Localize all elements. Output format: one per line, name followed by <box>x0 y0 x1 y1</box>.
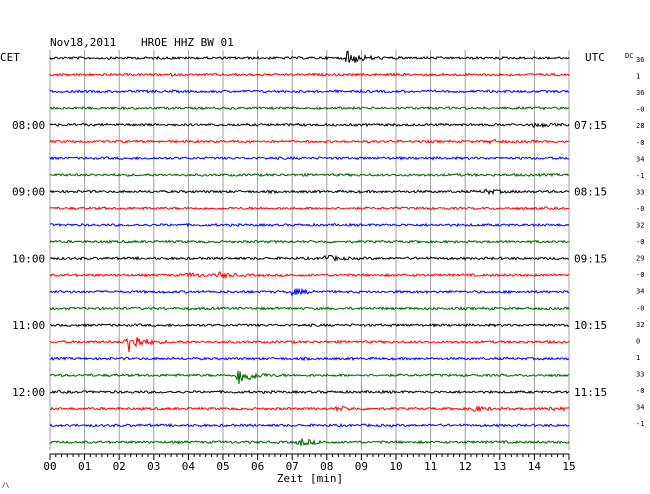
trace-line <box>49 271 570 280</box>
trace-line <box>49 306 570 311</box>
dc-value: 36 <box>636 89 644 97</box>
dc-value: 33 <box>636 370 644 378</box>
dc-value: 29 <box>636 255 644 263</box>
dc-value: 32 <box>636 321 644 329</box>
left-time-labels: 08:00 09:00 10:00 11:00 12:00 <box>12 119 45 399</box>
dc-value: 0 <box>636 337 640 345</box>
x-tick-label: 14 <box>528 460 542 473</box>
dc-value: 36 <box>636 56 644 64</box>
right-timezone-label: UTC <box>585 51 605 64</box>
dc-value: -0 <box>636 238 644 246</box>
trace-line <box>49 389 570 395</box>
trace-line <box>49 155 569 161</box>
x-tick-label: 08 <box>320 460 333 473</box>
trace-line <box>49 422 570 428</box>
left-time-label: 08:00 <box>12 119 45 132</box>
left-time-label: 10:00 <box>12 252 45 265</box>
dc-values: 36 1 36 -0 28 -0 34 -1 33 -0 32 -0 29 -0 34 -0 32 0 1 33 -0 3… <box>636 56 644 428</box>
x-tick-label: 10 <box>389 460 402 473</box>
right-time-labels: 07:15 08:15 09:15 10:15 11:15 <box>574 119 607 399</box>
dc-value: 1 <box>636 354 640 362</box>
trace-line <box>49 239 570 245</box>
trace-line <box>49 105 570 111</box>
trace-line <box>49 138 570 145</box>
right-time-label: 10:15 <box>574 319 607 332</box>
trace-line <box>49 405 570 413</box>
left-time-label: 11:00 <box>12 319 45 332</box>
chart-date: Nov18,2011 <box>50 36 116 49</box>
x-tick-label: 12 <box>459 460 472 473</box>
x-tick-label: 06 <box>251 460 264 473</box>
trace-line <box>49 337 570 353</box>
trace-line <box>49 438 570 447</box>
trace-line <box>49 72 570 77</box>
trace-line <box>49 205 570 211</box>
dc-value: -0 <box>636 139 644 147</box>
trace-line <box>49 322 570 328</box>
x-tick-label: 07 <box>286 460 299 473</box>
right-time-label: 08:15 <box>574 186 607 199</box>
x-axis: 00 01 02 03 04 05 06 07 08 09 10 11 12 13 14 15 <box>43 453 576 473</box>
dc-value: -1 <box>636 420 644 428</box>
dc-value: 34 <box>636 404 644 412</box>
x-axis-label: Zeit [min] <box>277 472 343 485</box>
x-tick-label: 01 <box>78 460 91 473</box>
right-time-label: 09:15 <box>574 252 607 265</box>
x-tick-label: 04 <box>182 460 196 473</box>
trace-line <box>49 356 570 362</box>
trace-line <box>49 287 570 297</box>
x-tick-label: 03 <box>147 460 160 473</box>
trace-line <box>49 222 570 228</box>
trace-line <box>49 370 570 385</box>
trace-line <box>49 50 570 63</box>
dc-value: -0 <box>636 387 644 395</box>
x-tick-label: 09 <box>355 460 368 473</box>
trace-line <box>49 122 570 129</box>
trace-line <box>50 172 570 178</box>
right-time-label: 11:15 <box>574 386 607 399</box>
left-timezone-label: CET <box>0 51 20 64</box>
trace-line <box>49 188 570 196</box>
corner-mark: /\ <box>2 482 10 489</box>
x-tick-label: 00 <box>43 460 56 473</box>
x-tick-label: 05 <box>216 460 229 473</box>
trace-line <box>49 88 570 94</box>
trace-lines <box>49 50 570 447</box>
dc-header-label: DC <box>625 52 633 60</box>
grid-lines <box>49 50 570 450</box>
chart-station: HROE HHZ BW 01 <box>141 36 234 49</box>
x-tick-label: 13 <box>493 460 506 473</box>
dc-value: 1 <box>636 73 640 81</box>
left-time-label: 12:00 <box>12 386 45 399</box>
dc-value: 32 <box>636 222 644 230</box>
dc-value: 34 <box>636 155 644 163</box>
dc-value: -1 <box>636 172 644 180</box>
x-tick-label: 02 <box>113 460 126 473</box>
right-time-label: 07:15 <box>574 119 607 132</box>
left-time-label: 09:00 <box>12 186 45 199</box>
trace-line <box>50 254 570 262</box>
x-tick-label: 11 <box>424 460 437 473</box>
dc-value: -0 <box>636 304 644 312</box>
dc-value: 33 <box>636 188 644 196</box>
x-tick-label: 15 <box>562 460 575 473</box>
dc-value: -0 <box>636 271 644 279</box>
dc-value: 34 <box>636 288 644 296</box>
dc-value: -0 <box>636 106 644 114</box>
dc-value: -0 <box>636 205 644 213</box>
dc-value: 28 <box>636 122 644 130</box>
